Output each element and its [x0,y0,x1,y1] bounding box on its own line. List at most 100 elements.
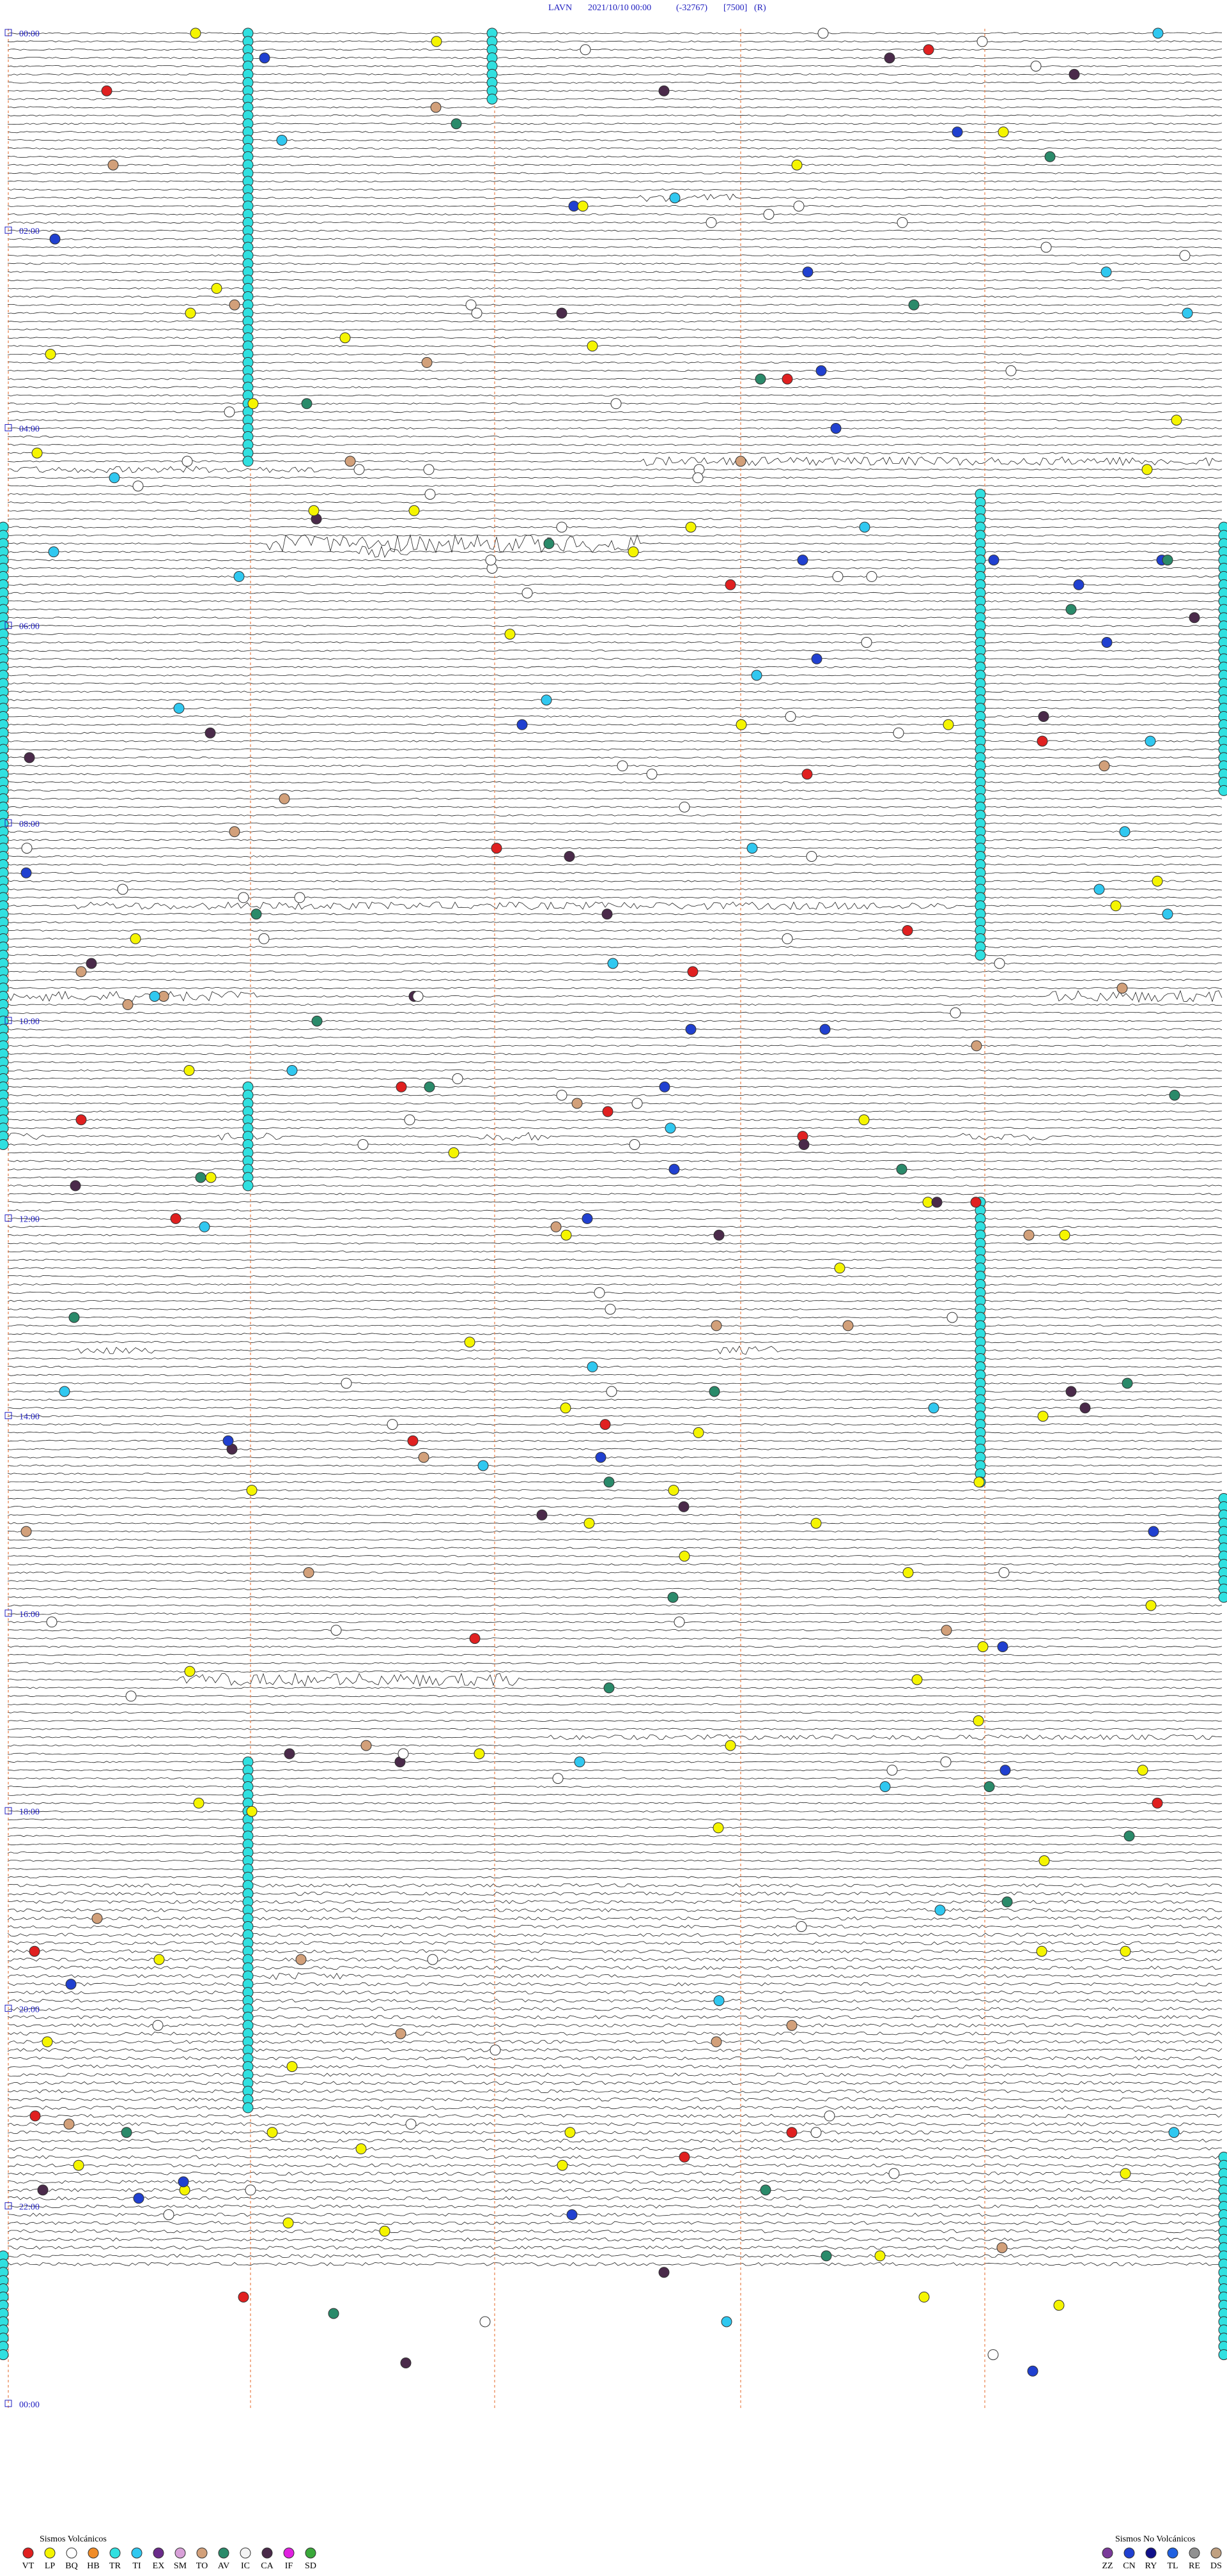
event-marker [815,365,827,376]
trace [7,1143,1223,1146]
event-marker [668,1163,680,1175]
trace [7,1596,1223,1598]
event-marker [725,1740,736,1751]
event-marker [678,1501,690,1512]
trace [7,592,1223,594]
trace [7,797,1223,800]
trace [7,2262,1223,2266]
event-marker [571,1098,583,1109]
trace [7,1374,1223,1376]
trace [7,2122,1223,2126]
event-marker [24,752,35,763]
trace [7,1965,1223,1970]
event-marker [242,1180,254,1192]
event-marker [1116,983,1128,994]
trace [7,89,1223,92]
event-marker [427,1954,438,1965]
legend-label: CN [1123,2561,1135,2571]
trace [7,271,1223,273]
event-marker [65,1979,77,1990]
event-marker [1079,1402,1091,1414]
event-marker [1189,612,1200,624]
event-marker [211,282,222,294]
trace [7,880,1223,882]
trace [7,188,1223,191]
legend-label: LP [45,2561,56,2571]
trace [7,180,1223,183]
trace [7,2048,1223,2052]
event-marker [181,456,193,467]
trace [7,1184,1223,1187]
trace [7,485,1223,487]
event-marker [556,521,567,533]
trace [7,1407,1223,1409]
event-marker [286,2061,298,2073]
event-marker [229,299,240,310]
event-marker [42,2036,53,2048]
event-marker [387,1419,398,1430]
event-marker [791,159,803,171]
event-marker [1120,2168,1131,2179]
event-marker [246,1485,258,1496]
trace [7,2056,1223,2060]
trace [7,320,1223,323]
event-marker [183,1065,195,1076]
trace [7,1719,1223,1722]
event-marker [811,653,822,664]
trace [7,2023,1223,2028]
event-marker [709,1386,720,1397]
legend-marker [1167,2547,1178,2559]
legend-marker [1123,2547,1135,2559]
trace [7,1958,1223,1962]
event-marker [485,555,497,566]
trace [7,921,1223,924]
event-marker [810,2127,822,2138]
event-marker [412,991,424,1002]
time-label: 18:00 [19,1807,40,1817]
trace [7,1653,1223,1656]
event-marker [1169,1089,1180,1101]
event-marker [229,826,240,838]
event-marker [866,571,877,582]
trace [7,617,1223,619]
event-marker [73,2159,84,2171]
event-marker [646,769,658,780]
trace [7,1300,1223,1302]
trace [7,1785,1223,1788]
event-marker [693,1427,704,1438]
event-marker [1152,875,1163,887]
trace [7,1028,1223,1031]
legend-marker [1189,2547,1200,2559]
event-marker [282,2217,294,2228]
event-marker [242,456,254,467]
event-marker [552,1773,564,1784]
event-marker [763,209,775,220]
trace [7,1514,1223,1516]
trace [7,839,1223,841]
event-marker [601,908,613,920]
event-marker [224,406,235,418]
trace [7,1734,1223,1740]
event-marker [75,966,87,977]
event-marker [797,555,808,566]
trace [7,263,1223,265]
event-marker [1162,555,1173,566]
trace [7,1769,1223,1772]
event-marker [1141,464,1153,475]
event-marker [284,1748,295,1759]
event-marker [1065,604,1077,615]
event-marker [1030,61,1042,72]
label-box [4,1214,12,1222]
trace [7,990,1223,1003]
trace [7,575,1223,578]
event-marker [48,546,59,558]
event-marker [973,1476,985,1488]
trace [7,1604,1223,1607]
trace [7,238,1223,240]
trace [7,1357,1223,1360]
trace [7,1588,1223,1590]
event-marker [574,1756,585,1768]
event-marker [418,1452,429,1463]
time-label: 20:00 [19,2005,40,2014]
trace [7,386,1223,388]
